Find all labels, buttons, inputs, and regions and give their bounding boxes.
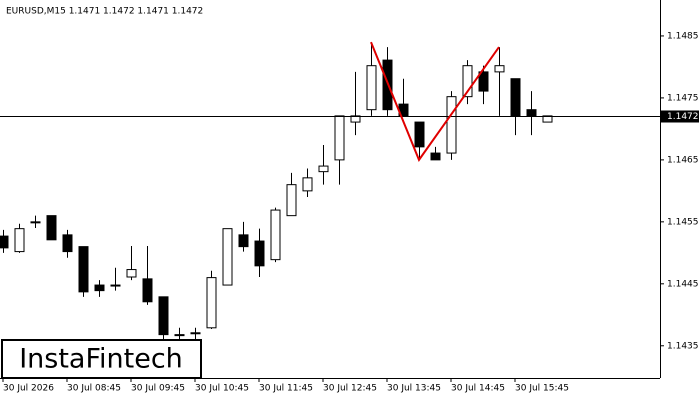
candle-body: [46, 215, 57, 241]
candle-body: [142, 278, 153, 303]
candle-body: [462, 65, 473, 98]
candle-body: [206, 277, 217, 329]
candle-body: [478, 71, 489, 92]
candle-body: [350, 115, 361, 123]
last-price-label: 1.1472: [667, 112, 699, 122]
y-tick-label: 1.1465: [667, 155, 699, 165]
candle-body: [238, 234, 249, 248]
y-tick-label: 1.1475: [667, 93, 699, 103]
candle-body: [78, 246, 89, 293]
candle-body: [94, 284, 105, 292]
x-tick-label: 30 Jul 14:45: [451, 384, 505, 394]
chart-title: EURUSD,M15 1.1471 1.1472 1.1471 1.1472: [6, 7, 203, 17]
candle-body: [174, 334, 185, 337]
candle-body: [494, 65, 505, 73]
last-price-box: [661, 110, 699, 123]
candle-body: [286, 184, 297, 217]
candle-body: [190, 332, 201, 335]
x-tick-label: 30 Jul 11:45: [259, 384, 313, 394]
candle-body: [414, 121, 425, 148]
candle-body: [0, 235, 9, 249]
pattern-line: [370, 41, 500, 162]
candle-body: [62, 234, 73, 253]
x-tick-label: 30 Jul 2026: [3, 384, 54, 394]
watermark-box: [1, 339, 202, 379]
x-tick-label: 30 Jul 13:45: [387, 384, 441, 394]
candle-body: [222, 228, 233, 286]
watermark: InstaFintech: [19, 344, 183, 375]
candle-body: [334, 115, 345, 161]
candle-body: [254, 240, 265, 267]
candle-body: [270, 209, 281, 261]
candle-body: [110, 284, 121, 287]
candle-body: [158, 296, 169, 336]
x-tick-label: 30 Jul 08:45: [67, 384, 121, 394]
y-tick-label: 1.1435: [667, 341, 699, 351]
candle-body: [30, 221, 41, 224]
candle-body: [14, 228, 25, 253]
candle-body: [446, 96, 457, 154]
y-tick-label: 1.1485: [667, 31, 699, 41]
x-tick-label: 30 Jul 09:45: [131, 384, 185, 394]
candle-body: [302, 177, 313, 192]
x-tick-label: 30 Jul 12:45: [323, 384, 377, 394]
candle-body: [318, 165, 329, 173]
candle-body: [430, 152, 441, 161]
y-tick-label: 1.1455: [667, 217, 699, 227]
x-tick-label: 30 Jul 15:45: [515, 384, 569, 394]
y-tick-label: 1.1445: [667, 279, 699, 289]
x-tick-label: 30 Jul 10:45: [195, 384, 249, 394]
candle-body: [542, 115, 553, 123]
candle-body: [510, 78, 521, 117]
candle-body: [526, 109, 537, 117]
candle-body: [126, 269, 137, 278]
candle-body: [366, 65, 377, 111]
